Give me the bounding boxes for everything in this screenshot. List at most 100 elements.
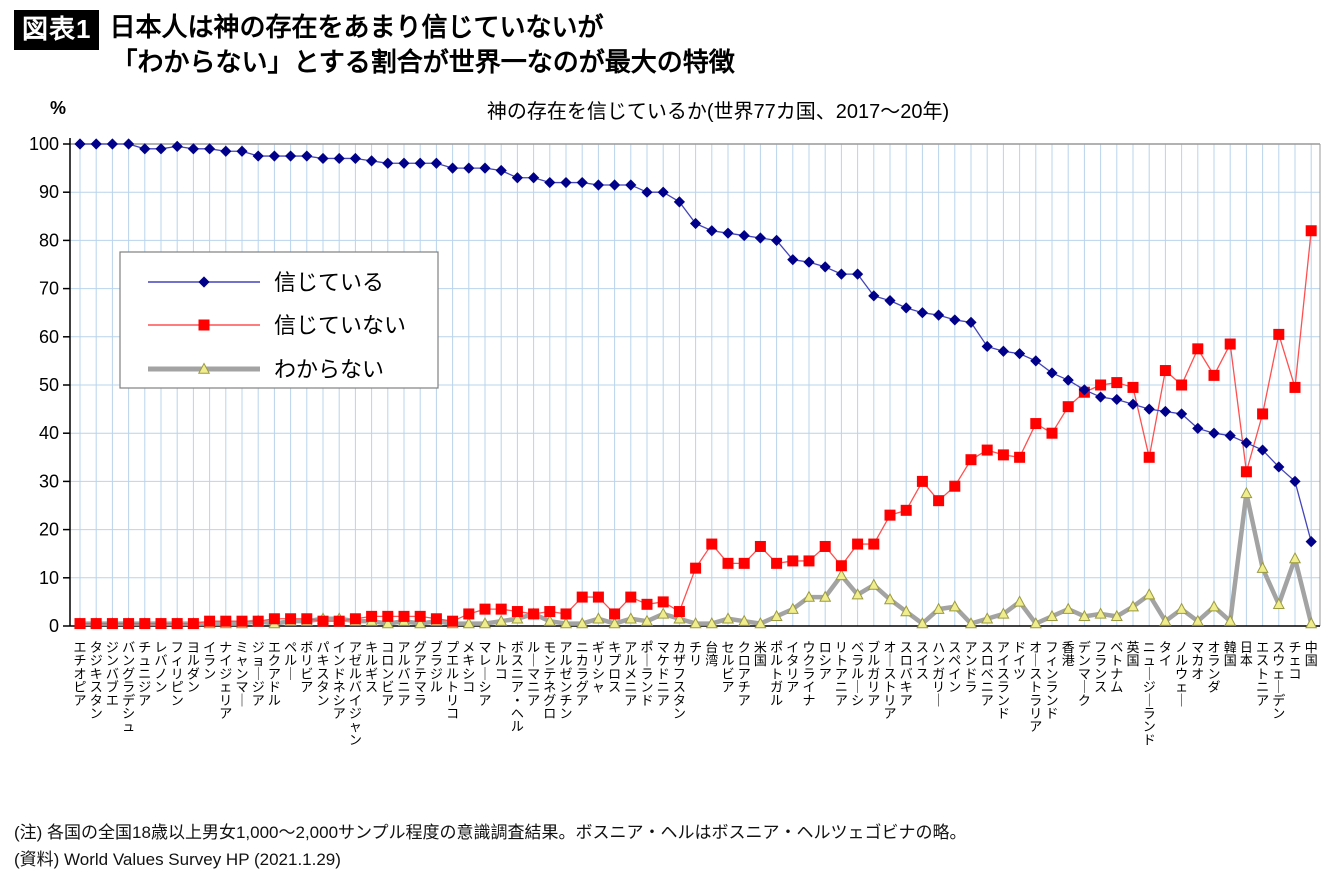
country-label: ボリビア	[300, 640, 313, 695]
y-tick-label: 30	[39, 472, 59, 492]
country-label: ペル｜	[284, 640, 297, 681]
data-point-square	[641, 598, 653, 610]
country-label: 英国	[1126, 640, 1139, 668]
data-point-square	[252, 615, 264, 627]
data-point-square	[592, 591, 604, 603]
data-point-triangle	[1305, 617, 1318, 629]
data-point-square	[495, 603, 507, 615]
country-label: アゼルバイジャン	[349, 640, 362, 747]
legend-label: 信じていない	[274, 313, 406, 338]
country-label: アイスランド	[997, 640, 1010, 721]
country-label: ヨルダン	[187, 640, 200, 695]
data-point-diamond	[106, 138, 118, 150]
data-point-square	[106, 618, 118, 630]
data-point-diamond	[819, 261, 831, 273]
country-label: ジンバブエ	[106, 640, 119, 708]
data-point-square	[1095, 379, 1107, 391]
legend-label: 信じている	[274, 270, 384, 295]
data-point-square	[139, 618, 151, 630]
country-label: バングラデシュ	[122, 640, 135, 734]
country-label: 日本	[1240, 640, 1253, 668]
country-label: ナイジェリア	[219, 640, 232, 721]
data-point-square	[74, 618, 86, 630]
data-point-square	[868, 538, 880, 550]
y-tick-label: 40	[39, 423, 59, 443]
data-point-square	[204, 615, 216, 627]
data-point-square	[301, 613, 313, 625]
data-point-diamond	[738, 230, 750, 242]
country-label: スペイン	[948, 640, 961, 695]
y-tick-label: 80	[39, 231, 59, 251]
data-point-square	[544, 606, 556, 618]
country-label: マケドニア	[657, 640, 670, 708]
data-point-triangle	[1126, 600, 1140, 612]
country-label: スロバキア	[900, 640, 913, 708]
data-point-square	[609, 608, 621, 620]
data-point-square	[398, 611, 410, 623]
country-label: チェコ	[1288, 640, 1301, 681]
country-label: ウクライナ	[802, 640, 815, 708]
data-point-triangle	[381, 617, 394, 629]
data-point-triangle	[1094, 607, 1107, 619]
data-point-diamond	[198, 276, 210, 288]
country-label: リトアニア	[835, 640, 848, 708]
data-point-triangle	[1272, 597, 1285, 610]
data-point-square	[560, 608, 572, 620]
data-point-square	[819, 541, 831, 553]
data-point-diamond	[852, 268, 864, 280]
data-point-triangle	[197, 362, 211, 374]
data-point-square	[965, 454, 977, 466]
data-point-diamond	[544, 177, 556, 189]
data-point-square	[1305, 225, 1317, 237]
data-point-square	[852, 538, 864, 550]
data-point-square	[884, 509, 896, 521]
data-point-square	[900, 505, 912, 517]
data-point-diamond	[285, 150, 297, 162]
title-line-1: 日本人は神の存在をあまり信じていないが	[109, 12, 604, 42]
data-point-square	[706, 538, 718, 550]
y-tick-label: 60	[39, 327, 59, 347]
country-label: ロシア	[819, 640, 832, 681]
data-point-square	[430, 613, 442, 625]
data-point-triangle	[576, 617, 589, 629]
data-point-square	[835, 560, 847, 572]
data-point-triangle	[802, 590, 816, 602]
figure-badge: 図表1	[14, 10, 100, 50]
data-point-square	[576, 591, 588, 603]
country-label: フィリピン	[171, 640, 184, 708]
y-tick-label: 0	[49, 616, 59, 636]
data-point-diamond	[803, 256, 815, 268]
data-point-square	[625, 591, 637, 603]
data-point-diamond	[204, 143, 216, 155]
data-point-diamond	[301, 150, 313, 162]
country-label: 中国	[1305, 640, 1318, 668]
data-point-diamond	[673, 196, 685, 208]
data-point-triangle	[1191, 614, 1204, 627]
data-point-diamond	[560, 177, 572, 189]
data-point-square	[1240, 466, 1252, 478]
data-point-square	[1159, 365, 1171, 377]
page-title: 日本人は神の存在をあまり信じていないが 「わからない」とする割合が世界一なのが最…	[109, 10, 734, 80]
data-point-triangle	[835, 569, 848, 581]
data-point-diamond	[1289, 475, 1301, 488]
data-point-diamond	[1030, 355, 1042, 367]
data-point-square	[528, 608, 540, 620]
y-axis-unit-label: %	[50, 98, 66, 118]
country-label: ボスニア・ヘル	[511, 640, 524, 734]
data-point-triangle	[997, 607, 1010, 619]
data-point-square	[268, 613, 280, 625]
data-point-square	[673, 606, 685, 618]
note-line: (注) 各国の全国18歳以上男女1,000〜2,000サンプル程度の意識調査結果…	[14, 823, 967, 843]
data-point-triangle	[462, 617, 475, 629]
data-point-square	[771, 558, 783, 570]
legend-label: わからない	[274, 357, 384, 382]
data-point-diamond	[479, 162, 491, 174]
data-point-diamond	[1046, 367, 1058, 379]
data-point-diamond	[625, 179, 637, 191]
data-point-diamond	[690, 218, 702, 230]
data-point-triangle	[1240, 487, 1253, 499]
data-point-diamond	[722, 227, 734, 239]
data-point-square	[1289, 382, 1301, 394]
data-point-diamond	[495, 165, 507, 177]
